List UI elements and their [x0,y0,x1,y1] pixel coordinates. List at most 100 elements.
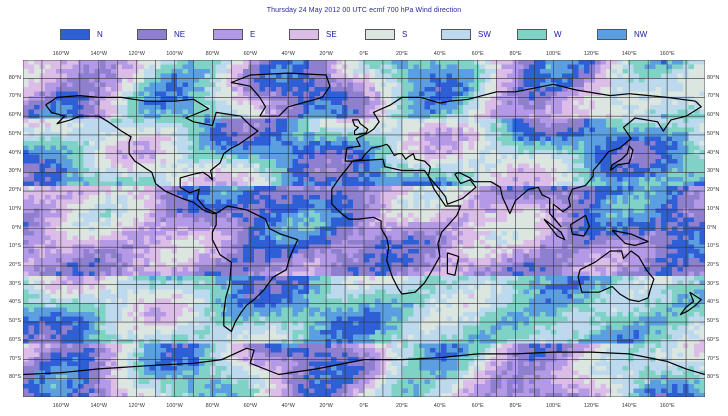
legend-swatch [597,28,627,40]
latitude-label: 70°S [9,355,21,362]
latitude-label: 80°N [707,74,720,81]
legend-label: SW [478,29,491,39]
latitude-label: 20°N [707,187,720,194]
latitude-label: 10°S [9,243,21,250]
latitude-label: 30°S [707,280,719,287]
coastline-new-zealand [679,291,702,316]
legend-label: SE [326,29,337,39]
legend-swatch [517,28,547,40]
legend-swatch [60,28,90,40]
latitude-label: 60°N [8,112,21,119]
coastline-japan [609,145,634,171]
longitude-label: 0°E [359,403,369,409]
longitude-label: 60°W [243,403,258,409]
latitude-label: 30°N [707,168,720,175]
longitude-label: 40°E [433,403,446,409]
longitude-label: 160°W [52,51,70,57]
legend-item-se: SE [289,27,337,41]
longitude-label: 60°W [243,51,258,57]
longitude-label: 120°W [128,51,145,57]
longitude-label: 20°E [395,51,408,57]
legend-swatch [365,28,395,40]
latitude-label: 30°S [9,280,21,287]
legend-label: N [97,29,103,39]
latitude-label: 40°N [8,149,21,156]
latitude-label: 60°S [9,336,21,343]
legend-item-nw: NW [597,27,647,41]
legend-label: NE [174,29,186,39]
latitude-label: 70°N [8,93,21,100]
longitude-label: 100°E [545,51,561,57]
longitude-label: 140°W [90,51,108,57]
legend-label: NW [634,29,648,39]
legend-item-ne: NE [137,27,185,41]
longitude-label: 100°W [166,51,183,57]
legend: N NE E SE S SW W NW [0,27,728,41]
latitude-label: 80°N [8,74,21,81]
legend-swatch [289,28,319,40]
latitude-label: 50°N [707,130,720,137]
latitude-label: 70°N [707,93,720,100]
latitude-label: 0°N [707,224,717,231]
legend-swatch [137,28,167,40]
latitude-label: 10°N [707,205,720,212]
longitude-label: 20°W [319,403,333,409]
longitude-label: 160°E [659,403,675,409]
latitude-label: 80°S [707,374,719,381]
longitude-label: 0°E [359,51,369,57]
latitude-label: 70°S [707,355,719,362]
latitude-label: 20°S [707,261,719,268]
latitude-label: 40°S [707,299,719,306]
longitude-label: 120°E [583,403,599,409]
coastline-borneo [569,214,591,237]
latitude-label: 50°S [707,318,719,325]
latitude-label: 50°S [9,318,21,325]
longitude-label: 60°E [471,51,484,57]
longitude-label: 140°E [621,403,637,409]
longitude-label: 140°W [90,403,108,409]
longitude-label: 160°W [52,403,70,409]
longitude-label: 40°E [433,51,446,57]
longitude-label: 80°W [205,403,220,409]
lat-lon-grid [23,60,705,397]
longitude-label: 80°E [509,51,522,57]
legend-label: S [402,29,408,39]
legend-item-n: N [60,27,103,41]
longitude-label: 80°W [205,51,220,57]
legend-swatch [441,28,471,40]
longitude-label: 20°E [395,403,408,409]
latitude-label: 50°N [8,130,21,137]
latitude-label: 10°N [8,205,21,212]
latitude-label: 80°S [9,374,21,381]
coastlines [23,72,705,376]
latitude-label: 30°N [8,168,21,175]
legend-label: W [554,29,562,39]
coastline-new-guinea [611,229,649,246]
coastline-uk [352,119,369,136]
coastline-madagascar [446,252,460,276]
coastline-north-america [45,94,259,215]
legend-item-w: W [517,27,562,41]
coastline-eurasia [344,83,702,228]
coastline-south-america [211,205,299,333]
coastline-africa [331,158,462,295]
latitude-label: 20°N [8,187,21,194]
coastline-sumatra [543,218,566,241]
latitude-label: 40°S [9,299,21,306]
map-title: Thursday 24 May 2012 00 UTC ecmf 700 hPa… [266,7,462,14]
longitude-label: 140°E [621,51,637,57]
legend-item-e: E [213,27,255,41]
longitude-label: 40°W [281,403,295,409]
latitude-label: 0°N [11,224,21,231]
longitude-label: 120°W [128,403,145,409]
longitude-label: 60°E [471,403,484,409]
legend-item-s: S [365,27,407,41]
latitude-label: 60°N [707,112,720,119]
legend-swatch [213,28,243,40]
coastline-antarctica [23,347,705,376]
legend-item-sw: SW [441,27,491,41]
latitude-label: 20°S [9,261,21,268]
longitude-label: 100°E [545,403,561,409]
coastline-australia [577,250,655,303]
latitude-label: 40°N [707,149,720,156]
